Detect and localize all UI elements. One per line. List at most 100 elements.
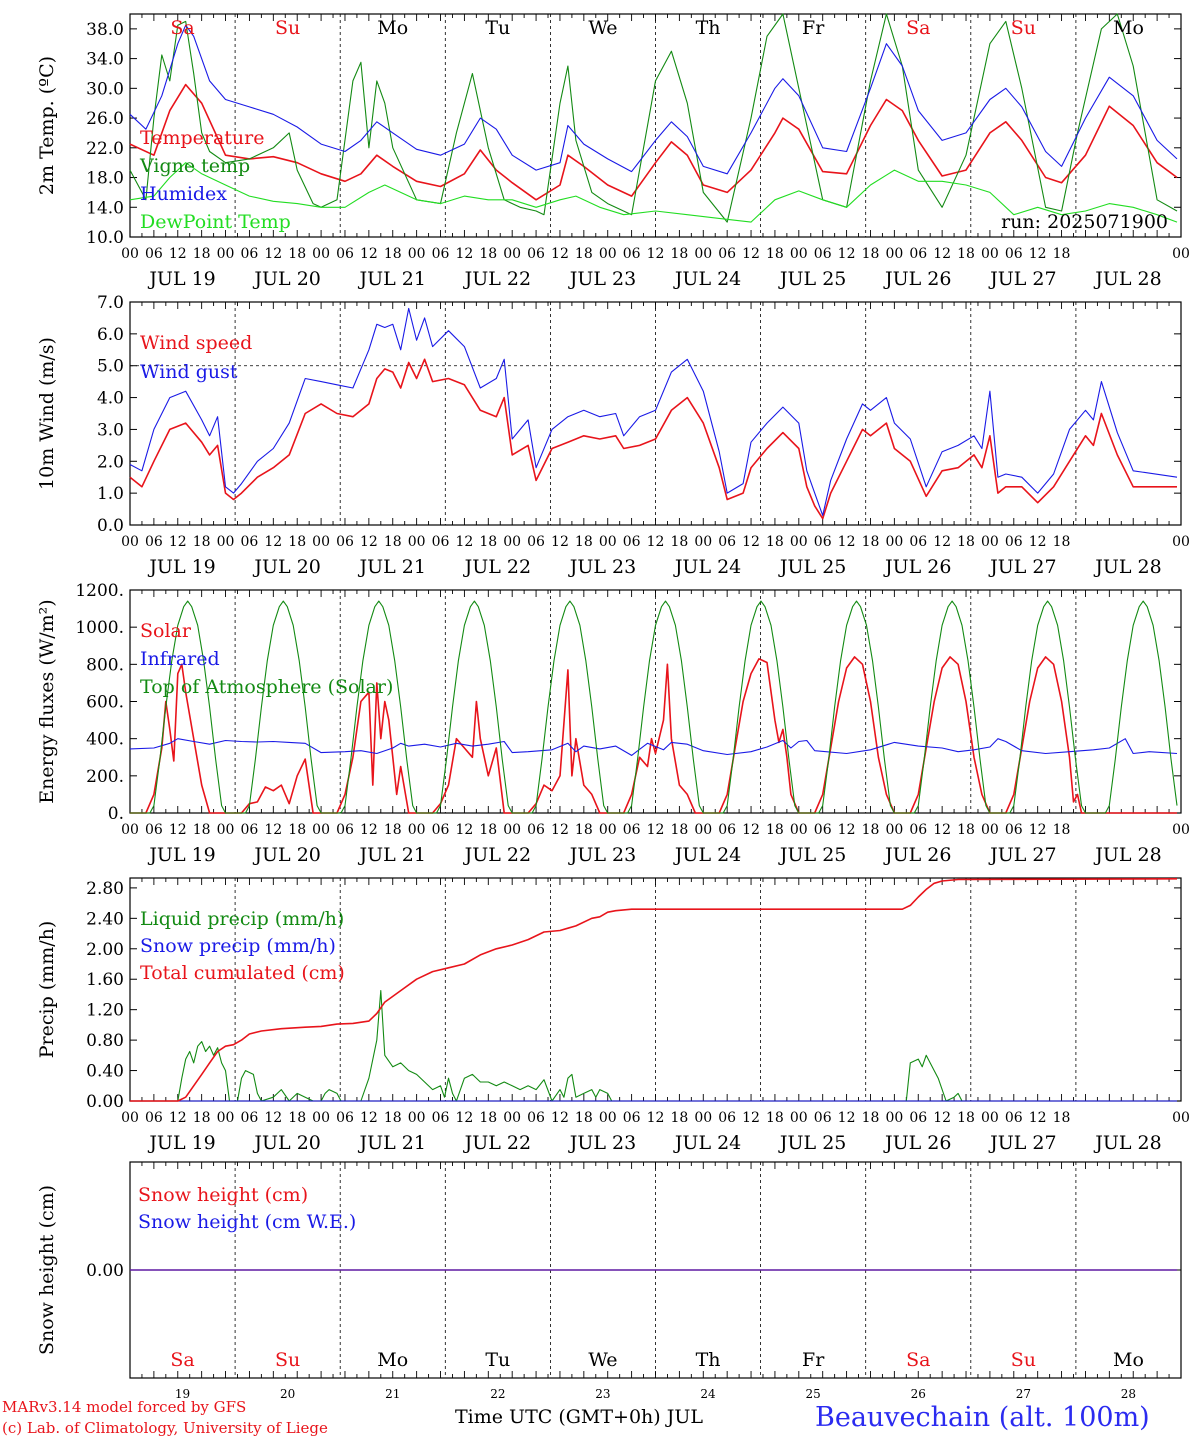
hour-label: 00: [694, 534, 712, 550]
date-label: JUL 23: [568, 844, 636, 866]
hour-label: 18: [575, 246, 593, 262]
hour-label: 00: [694, 822, 712, 838]
hour-label: 18: [479, 246, 497, 262]
date-label: JUL 24: [673, 268, 741, 290]
hour-label: 12: [264, 246, 282, 262]
date-label: JUL 27: [988, 268, 1056, 290]
hour-label: 06: [814, 246, 832, 262]
hour-label: 18: [193, 822, 211, 838]
hour-label: 06: [1005, 1110, 1023, 1126]
date-label: JUL 21: [358, 556, 426, 578]
hour-label: 00: [694, 1110, 712, 1126]
hour-label: 18: [575, 1110, 593, 1126]
date-label: JUL 25: [778, 556, 846, 578]
date-label: JUL 20: [252, 844, 320, 866]
hour-label: 12: [169, 534, 187, 550]
y-tick-label: 1.0: [97, 484, 124, 504]
weekday-label: Mo: [377, 17, 408, 39]
series-line: [129, 358, 1177, 520]
hour-label: 12: [838, 246, 856, 262]
date-label: JUL 19: [147, 556, 215, 578]
hour-label: 12: [742, 246, 760, 262]
weekday-label: Sa: [170, 17, 194, 39]
series-line: [129, 24, 1178, 175]
hour-label: 12: [1029, 1110, 1047, 1126]
y-tick-label: 800.: [86, 655, 124, 675]
hour-label: 06: [623, 534, 641, 550]
hour-label: 06: [432, 822, 450, 838]
hour-label: 18: [957, 534, 975, 550]
legend-entry: Snow precip (mm/h): [140, 935, 336, 957]
y-axis-label: 10m Wind (m/s): [36, 337, 58, 490]
hour-label: 12: [647, 246, 665, 262]
date-label: JUL 22: [463, 844, 531, 866]
date-label: JUL 19: [147, 1132, 215, 1154]
legend-entry: Temperature: [140, 127, 264, 149]
hour-label: 18: [670, 1110, 688, 1126]
hour-label: 12: [551, 1110, 569, 1126]
weekday-label: Fr: [802, 17, 825, 39]
hour-label: 00: [599, 534, 617, 550]
hour-label: 00: [217, 1110, 235, 1126]
legend-entry: Snow height (cm): [138, 1184, 308, 1206]
legend-entry: Vigne temp: [139, 155, 250, 177]
hour-label: 18: [288, 1110, 306, 1126]
hour-label: 00: [408, 822, 426, 838]
hour-label: 06: [909, 822, 927, 838]
date-label: JUL 25: [778, 1132, 846, 1154]
hour-label: 18: [1053, 534, 1071, 550]
hour-label: 00: [599, 1110, 617, 1126]
hour-label: 12: [551, 534, 569, 550]
hour-label: 12: [838, 822, 856, 838]
hour-label: 18: [575, 822, 593, 838]
date-label: JUL 22: [463, 1132, 531, 1154]
series-line: [130, 600, 1178, 814]
hour-label: 00: [503, 246, 521, 262]
hour-label: 06: [909, 246, 927, 262]
run-label: run: 2025071900: [1001, 211, 1168, 233]
hour-label: 00: [503, 534, 521, 550]
y-tick-label: 18.0: [86, 169, 124, 189]
hour-label: 18: [384, 1110, 402, 1126]
date-label: JUL 27: [988, 556, 1056, 578]
date-label: JUL 21: [358, 268, 426, 290]
hour-label: 00: [312, 822, 330, 838]
date-label: JUL 27: [988, 844, 1056, 866]
hour-label: 18: [288, 534, 306, 550]
hour-label: 06: [527, 534, 545, 550]
hour-label: 06: [814, 822, 832, 838]
hour-label: 06: [241, 246, 259, 262]
weekday-label: Sa: [906, 1349, 930, 1371]
date-label: JUL 24: [673, 1132, 741, 1154]
weekday-label: Tu: [485, 1349, 510, 1371]
weekday-label: Su: [1011, 1349, 1036, 1371]
y-tick-label: 30.0: [86, 79, 124, 99]
date-label: JUL 22: [463, 556, 531, 578]
hour-label: 12: [1029, 534, 1047, 550]
lab-credit: (c) Lab. of Climatology, University of L…: [2, 1419, 328, 1437]
date-label: JUL 19: [147, 268, 215, 290]
hour-label: 00: [503, 1110, 521, 1126]
weekday-label: We: [588, 17, 617, 39]
y-axis-label: Snow height (cm): [36, 1185, 58, 1355]
date-label: JUL 28: [1093, 556, 1161, 578]
hour-label: 12: [933, 534, 951, 550]
hour-label: 12: [360, 1110, 378, 1126]
weekday-label: Th: [696, 17, 721, 39]
hour-label: 06: [336, 1110, 354, 1126]
weekday-label: Tu: [485, 17, 510, 39]
hour-label: 12: [647, 534, 665, 550]
series-line: [129, 162, 1178, 223]
hour-label: 18: [670, 246, 688, 262]
day-number-label: 23: [595, 1387, 610, 1401]
y-tick-label: 6.0: [97, 325, 124, 345]
hour-label: 18: [384, 246, 402, 262]
hour-label: 06: [241, 1110, 259, 1126]
hour-label: 06: [1005, 822, 1023, 838]
hour-label: 12: [264, 822, 282, 838]
hour-label: 00: [981, 822, 999, 838]
date-label: JUL 23: [568, 268, 636, 290]
hour-label: 06: [145, 1110, 163, 1126]
date-label: JUL 23: [568, 1132, 636, 1154]
